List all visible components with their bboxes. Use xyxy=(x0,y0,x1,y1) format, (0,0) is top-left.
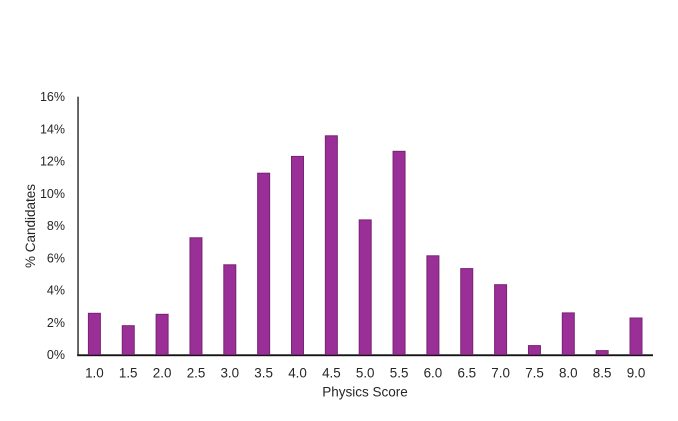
svg-text:Physics Score: Physics Score xyxy=(322,385,408,400)
svg-text:1.0: 1.0 xyxy=(85,365,104,380)
svg-text:8%: 8% xyxy=(47,219,65,233)
svg-text:4.0: 4.0 xyxy=(288,365,307,380)
svg-text:0%: 0% xyxy=(47,348,65,362)
svg-text:14%: 14% xyxy=(40,122,65,136)
svg-text:4%: 4% xyxy=(47,284,65,298)
svg-text:6.0: 6.0 xyxy=(424,365,443,380)
svg-text:2%: 2% xyxy=(47,316,65,330)
svg-text:12%: 12% xyxy=(40,155,65,169)
svg-text:1.5: 1.5 xyxy=(119,365,138,380)
svg-text:9.0: 9.0 xyxy=(627,365,646,380)
svg-text:16%: 16% xyxy=(40,90,65,104)
svg-text:7.0: 7.0 xyxy=(491,365,510,380)
svg-text:2.5: 2.5 xyxy=(187,365,206,380)
svg-text:3.0: 3.0 xyxy=(220,365,239,380)
svg-text:6.5: 6.5 xyxy=(457,365,476,380)
svg-text:4.5: 4.5 xyxy=(322,365,341,380)
svg-text:3.5: 3.5 xyxy=(254,365,273,380)
svg-text:10%: 10% xyxy=(40,187,65,201)
svg-text:8.5: 8.5 xyxy=(593,365,612,380)
svg-text:2.0: 2.0 xyxy=(153,365,172,380)
svg-text:5.0: 5.0 xyxy=(356,365,375,380)
svg-text:5.5: 5.5 xyxy=(390,365,409,380)
svg-text:7.5: 7.5 xyxy=(525,365,544,380)
svg-text:% Candidates: % Candidates xyxy=(23,184,38,268)
svg-text:6%: 6% xyxy=(47,251,65,265)
svg-text:8.0: 8.0 xyxy=(559,365,578,380)
